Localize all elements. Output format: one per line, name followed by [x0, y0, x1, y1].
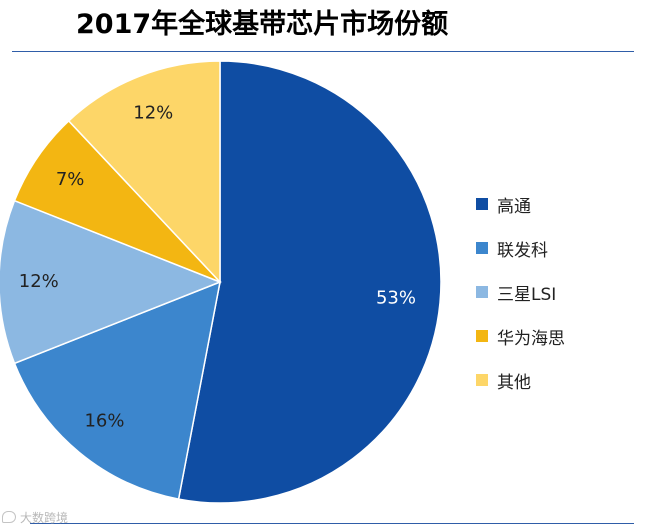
pie-slice [13, 280, 221, 500]
slice-value-label: 16% [84, 411, 124, 432]
legend-item: 三星LSI [476, 270, 646, 314]
slice-value-label: 12% [19, 271, 59, 292]
legend-swatch [476, 374, 488, 386]
slice-value-label: 7% [56, 169, 85, 190]
legend: 高通 联发科 三星LSI 华为海思 其他 [476, 182, 646, 402]
legend-item: 其他 [476, 358, 646, 402]
legend-label: 联发科 [497, 240, 548, 261]
legend-item: 联发科 [476, 226, 646, 270]
legend-item: 高通 [476, 182, 646, 226]
chart-title: 2017年全球基带芯片市场份额 [76, 9, 449, 40]
legend-item: 华为海思 [476, 314, 646, 358]
legend-swatch [476, 286, 488, 298]
legend-label: 其他 [497, 372, 531, 393]
legend-swatch [476, 330, 488, 342]
legend-label: 华为海思 [497, 328, 565, 349]
slice-value-label: 12% [133, 103, 173, 124]
legend-label: 高通 [497, 196, 531, 217]
pie-slice [177, 60, 442, 504]
footer-divider [30, 523, 634, 524]
pie-slice [67, 60, 221, 284]
title-divider [12, 51, 634, 52]
pie-slice [0, 199, 223, 365]
watermark-text: 大数跨境 [20, 510, 69, 525]
legend-swatch [476, 242, 488, 254]
legend-swatch [476, 198, 488, 210]
watermark-logo-icon [2, 511, 16, 523]
watermark: 大数跨境 [2, 508, 68, 526]
slice-value-label: 53% [376, 288, 416, 309]
legend-label: 三星LSI [497, 284, 557, 305]
